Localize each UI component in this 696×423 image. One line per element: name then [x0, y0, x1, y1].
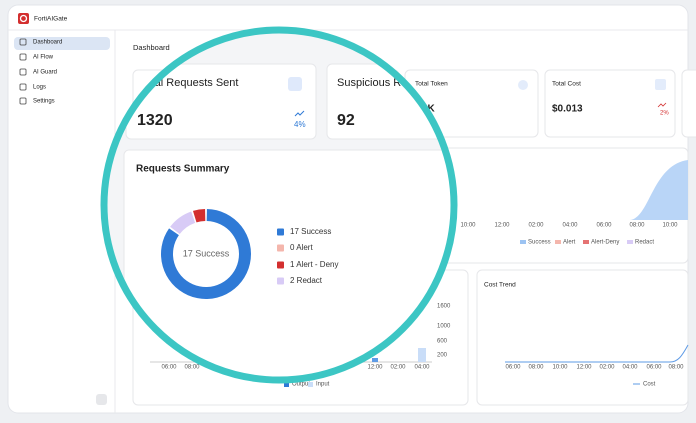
legend-swatch — [284, 382, 289, 387]
legend-swatch — [583, 240, 589, 244]
x-tick-label: 06:00 — [596, 223, 612, 229]
nav-item[interactable]: Dashboard — [33, 40, 62, 46]
x-tick-label: 08:00 — [629, 223, 645, 229]
x-tick-label: 02:00 — [390, 365, 406, 371]
bar — [372, 358, 378, 362]
legend-label: 17 Success — [290, 227, 331, 236]
legend-label: Redact — [635, 240, 654, 246]
logo — [18, 13, 29, 24]
card — [476, 269, 689, 406]
x-tick-label: 08:00 — [184, 365, 200, 371]
legend-swatch — [627, 240, 633, 244]
area — [440, 160, 688, 220]
y-tick-label: 200 — [437, 353, 448, 359]
x-tick-label: 06:00 — [161, 365, 177, 371]
card — [544, 69, 676, 138]
x-tick-label: 10:00 — [662, 223, 678, 229]
nav-item[interactable]: Settings — [33, 99, 55, 105]
legend-label: 2 Redact — [290, 276, 323, 285]
x-tick-label: 06:00 — [646, 365, 662, 371]
card-title: Total Token — [415, 81, 448, 88]
donut-segment — [170, 211, 196, 235]
nav-icon — [19, 68, 27, 76]
legend-swatch — [308, 382, 313, 387]
x-tick-label: 10:00 — [552, 365, 568, 371]
card — [681, 69, 696, 138]
legend-swatch — [277, 244, 284, 252]
page-title: Dashboard — [133, 43, 170, 52]
x-tick-label: 04:00 — [622, 365, 638, 371]
card-icon — [655, 79, 666, 90]
card-title: Suspicious Re — [337, 77, 407, 89]
y-tick-label: 1000 — [437, 324, 451, 330]
donut-segment — [192, 209, 206, 223]
x-tick-label: 06:00 — [505, 365, 521, 371]
card-icon — [288, 77, 302, 91]
nav-icon — [19, 53, 27, 61]
nav-item[interactable]: Logs — [33, 85, 46, 91]
x-tick-label: 08:00 — [668, 365, 684, 371]
legend-swatch — [277, 228, 284, 236]
nav-active[interactable] — [14, 37, 110, 50]
legend-swatch — [277, 277, 284, 285]
legend-label: Input — [316, 382, 330, 388]
x-tick-label: 02:00 — [528, 223, 544, 229]
x-tick-label: 02:00 — [599, 365, 615, 371]
legend-swatch — [277, 261, 284, 269]
legend-label: Alert — [563, 240, 576, 246]
card-title: Total Cost — [552, 81, 581, 88]
app-name: FortiAIGate — [34, 16, 68, 23]
nav-icon — [19, 83, 27, 91]
card-title: Requests Summary — [136, 164, 230, 175]
y-tick-label: 1600 — [437, 304, 451, 310]
nav-icon — [19, 97, 27, 105]
nav-icon — [19, 38, 27, 46]
card-title: Total Requests Sent — [140, 77, 238, 89]
y-tick-label: 600 — [437, 339, 448, 345]
x-tick-label: 12:00 — [367, 365, 383, 371]
card-value: $0.013 — [552, 104, 583, 115]
legend-label: 1 Alert - Deny — [290, 260, 338, 269]
legend-swatch — [555, 240, 561, 244]
legend-label: 0 Alert — [290, 243, 313, 252]
card-value: 1320 — [137, 112, 173, 129]
legend-label: Alert-Deny — [591, 240, 619, 246]
legend-label: Output — [292, 382, 310, 388]
card-title: Cost Trend — [484, 282, 516, 289]
x-tick-label: 04:00 — [414, 365, 430, 371]
card-change: 2% — [660, 111, 669, 117]
card-value: 92 — [337, 112, 355, 129]
cost-line — [505, 344, 689, 363]
donut-center-label: 17 Success — [183, 248, 230, 258]
card-icon — [518, 80, 528, 90]
nav-item[interactable]: AI Flow — [33, 55, 54, 61]
x-tick-label: 08:00 — [528, 365, 544, 371]
card-change: 4% — [294, 120, 306, 129]
x-tick-label: 10:00 — [460, 223, 476, 229]
x-tick-label: 12:00 — [494, 223, 510, 229]
legend-label: Success — [528, 240, 551, 246]
bar — [418, 348, 426, 362]
sidebar-toggle[interactable] — [96, 394, 107, 405]
legend-swatch — [520, 240, 526, 244]
legend-label: Cost — [643, 382, 656, 388]
trend-icon — [294, 110, 305, 117]
logo-mark — [19, 14, 28, 23]
x-tick-label: 12:00 — [576, 365, 592, 371]
x-tick-label: 04:00 — [562, 223, 578, 229]
magnifier-ring — [100, 26, 458, 384]
nav-item[interactable]: AI Guard — [33, 70, 57, 76]
trend-icon — [657, 102, 667, 108]
